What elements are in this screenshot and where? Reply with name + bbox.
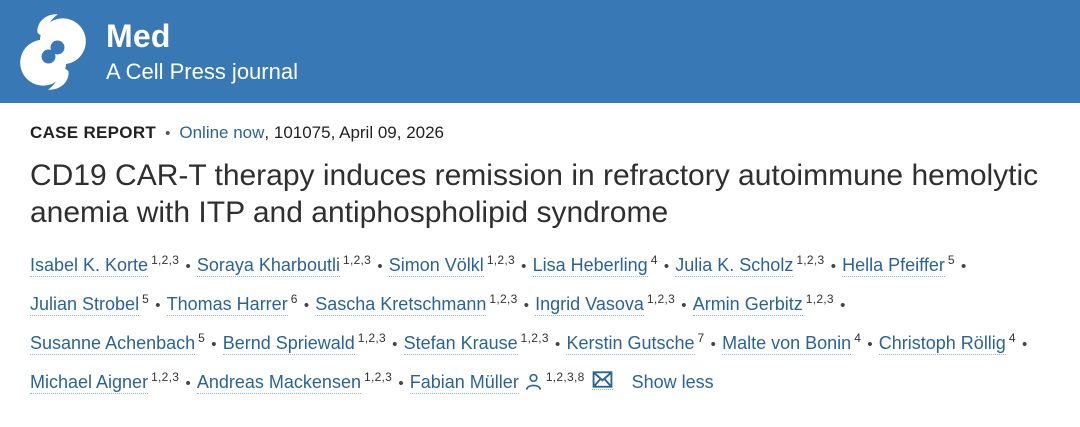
author-affiliations: 1,2,3 bbox=[520, 331, 549, 346]
author-item: Ingrid Vasova 1,2,3 • bbox=[535, 292, 693, 317]
author-link[interactable]: Thomas Harrer bbox=[166, 294, 288, 317]
author-affiliations: 1,2,3 bbox=[357, 331, 386, 346]
email-link[interactable] bbox=[591, 371, 613, 391]
author-item: Sascha Kretschmann 1,2,3 • bbox=[315, 292, 535, 317]
author-link[interactable]: Sascha Kretschmann bbox=[315, 294, 487, 317]
author-link[interactable]: Armin Gerbitz bbox=[692, 294, 803, 317]
author-affiliations: 1,2,3 bbox=[151, 253, 180, 268]
author-link[interactable]: Bernd Spriewald bbox=[222, 333, 355, 356]
journal-tagline: A Cell Press journal bbox=[106, 58, 298, 84]
author-separator: • bbox=[956, 258, 967, 276]
article-meta-line: CASE REPORT • Online now , 101075, April… bbox=[30, 123, 1050, 143]
author-link[interactable]: Simon Völkl bbox=[388, 255, 484, 278]
person-icon bbox=[525, 374, 541, 390]
author-separator: • bbox=[1017, 336, 1028, 354]
author-link[interactable]: Kerstin Gutsche bbox=[566, 333, 695, 356]
cell-press-logo-icon[interactable] bbox=[12, 6, 94, 98]
author-link[interactable]: Lisa Heberling bbox=[532, 255, 648, 278]
author-affiliations: 4 bbox=[650, 253, 658, 268]
brand-text: Med A Cell Press journal bbox=[106, 18, 298, 85]
author-separator: • bbox=[373, 258, 387, 276]
author-link[interactable]: Fabian Müller bbox=[409, 372, 519, 395]
author-link[interactable]: Stefan Krause bbox=[403, 333, 518, 356]
author-separator: • bbox=[550, 336, 565, 354]
author-item: Malte von Bonin 4 • bbox=[722, 331, 879, 356]
author-item: Michael Aigner 1,2,3 • bbox=[30, 370, 197, 395]
author-item: Soraya Kharboutli 1,2,3 • bbox=[196, 253, 389, 278]
author-link[interactable]: Soraya Kharboutli bbox=[196, 255, 340, 278]
author-item: Lisa Heberling 4 • bbox=[532, 253, 676, 278]
author-item: Thomas Harrer 6 • bbox=[166, 292, 316, 317]
article-id-date: , 101075, April 09, 2026 bbox=[264, 123, 445, 142]
author-affiliations: 1,2,3 bbox=[151, 370, 180, 385]
author-link[interactable]: Susanne Achenbach bbox=[30, 333, 196, 356]
author-separator: • bbox=[181, 258, 195, 276]
author-separator: • bbox=[388, 336, 402, 354]
author-item: Bernd Spriewald 1,2,3 • bbox=[222, 331, 404, 356]
author-affiliations: 1,2,3 bbox=[489, 292, 518, 307]
author-affiliations: 1,2,3 bbox=[363, 370, 393, 385]
author-affiliations: 4 bbox=[1008, 331, 1016, 346]
author-affiliations: 5 bbox=[142, 292, 150, 307]
online-now-link[interactable]: Online now bbox=[179, 123, 265, 142]
author-item: Fabian Müller 1,2,3,8 bbox=[409, 370, 613, 395]
author-affiliations: 5 bbox=[947, 253, 955, 268]
author-item: Isabel K. Korte 1,2,3 • bbox=[30, 253, 197, 278]
author-link[interactable]: Malte von Bonin bbox=[722, 333, 852, 356]
author-item: Kerstin Gutsche 7 • bbox=[566, 331, 722, 356]
author-item: Simon Völkl 1,2,3 • bbox=[388, 253, 533, 278]
author-list: Isabel K. Korte 1,2,3 • Soraya Kharboutli… bbox=[30, 244, 1040, 400]
author-separator: • bbox=[207, 336, 221, 354]
author-link[interactable]: Ingrid Vasova bbox=[535, 294, 644, 317]
author-link[interactable]: Andreas Mackensen bbox=[196, 372, 361, 395]
article-title: CD19 CAR-T therapy induces remission in … bbox=[30, 159, 1039, 229]
journal-name[interactable]: Med bbox=[106, 18, 171, 55]
author-link[interactable]: Hella Pfeiffer bbox=[842, 255, 945, 278]
article-type-label: CASE REPORT bbox=[30, 123, 157, 142]
author-affiliations: 1,2,3 bbox=[342, 253, 372, 268]
author-item: Andreas Mackensen 1,2,3 • bbox=[196, 370, 410, 395]
article-header-section: CASE REPORT • Online now , 101075, April… bbox=[0, 103, 1080, 400]
author-affiliations: 1,2,3,8 bbox=[545, 370, 585, 385]
author-separator: • bbox=[181, 375, 195, 393]
author-separator: • bbox=[394, 375, 408, 393]
author-affiliations: 1,2,3 bbox=[486, 253, 516, 268]
author-affiliations: 1,2,3 bbox=[805, 292, 834, 307]
author-affiliations: 6 bbox=[290, 292, 298, 307]
author-link[interactable]: Julian Strobel bbox=[30, 294, 140, 317]
author-affiliations: 4 bbox=[854, 331, 862, 346]
author-link[interactable]: Isabel K. Korte bbox=[30, 255, 149, 278]
author-item: Julia K. Scholz 1,2,3 • bbox=[675, 253, 842, 278]
author-separator: • bbox=[519, 297, 534, 315]
author-affiliations: 1,2,3 bbox=[796, 253, 825, 268]
author-separator: • bbox=[677, 297, 691, 315]
show-less-button[interactable]: Show less bbox=[631, 372, 714, 393]
author-link[interactable]: Christoph Röllig bbox=[878, 333, 1006, 356]
author-separator: • bbox=[706, 336, 721, 354]
author-item: Armin Gerbitz 1,2,3 • bbox=[692, 292, 848, 317]
author-item: Susanne Achenbach 5 • bbox=[30, 331, 223, 356]
author-affiliations: 5 bbox=[198, 331, 206, 346]
author-affiliations: 7 bbox=[697, 331, 705, 346]
author-separator: • bbox=[517, 258, 531, 276]
author-item: Stefan Krause 1,2,3 • bbox=[403, 331, 567, 356]
author-separator: • bbox=[299, 297, 314, 315]
author-affiliations: 1,2,3 bbox=[646, 292, 676, 307]
author-separator: • bbox=[151, 297, 165, 315]
author-separator: • bbox=[826, 258, 841, 276]
author-link[interactable]: Julia K. Scholz bbox=[675, 255, 794, 278]
author-separator: • bbox=[863, 336, 877, 354]
author-item: Christoph Röllig 4 • bbox=[878, 331, 1029, 356]
author-separator: • bbox=[659, 258, 674, 276]
author-separator: • bbox=[835, 297, 846, 315]
author-link[interactable]: Michael Aigner bbox=[30, 372, 149, 395]
meta-separator-dot: • bbox=[165, 125, 171, 142]
email-icon bbox=[592, 371, 612, 388]
author-item: Julian Strobel 5 • bbox=[30, 292, 167, 317]
author-item: Hella Pfeiffer 5 • bbox=[842, 253, 968, 278]
journal-header: Med A Cell Press journal bbox=[0, 0, 1080, 103]
